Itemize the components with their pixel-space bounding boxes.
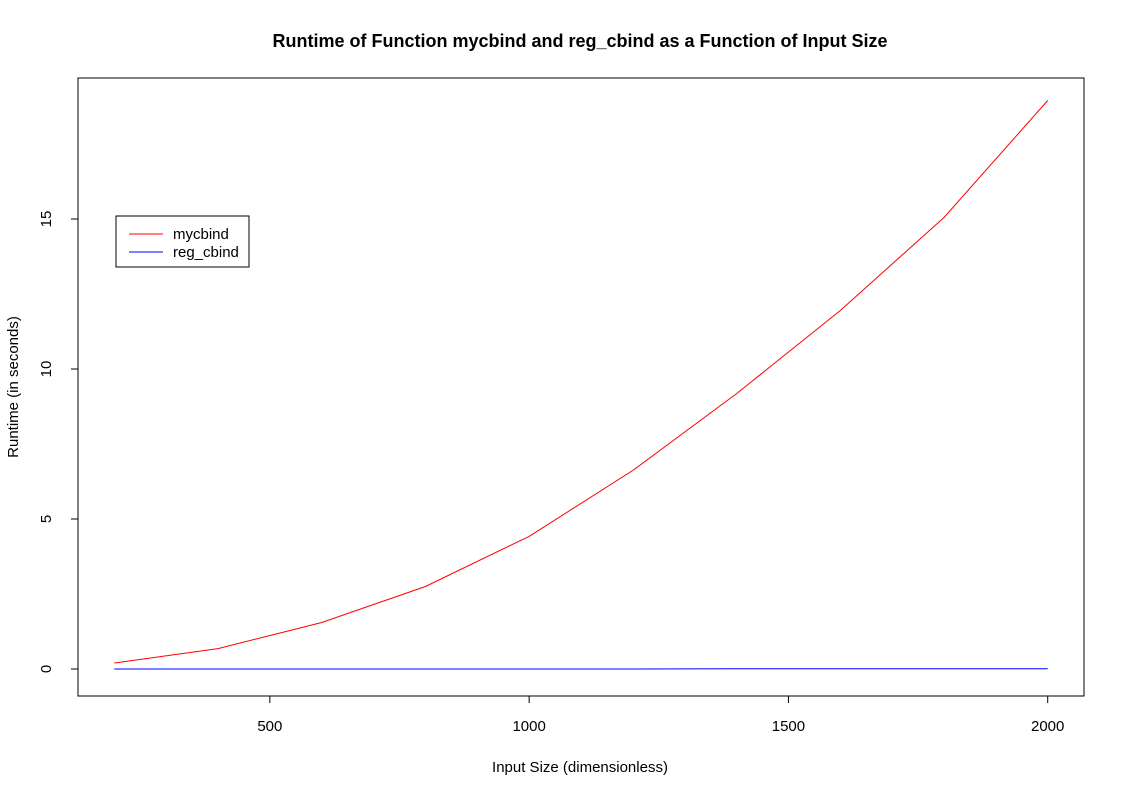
x-tick-label: 1000 (512, 718, 545, 735)
legend-box (115, 215, 250, 268)
series-line-mycbind (114, 100, 1049, 664)
plot-area-frame (77, 77, 1085, 697)
legend-label-reg-cbind: reg_cbind (173, 244, 239, 261)
x-tick-label: 500 (257, 718, 282, 735)
y-axis: 0 5 10 15 (38, 211, 79, 673)
legend-label-mycbind: mycbind (173, 226, 229, 243)
x-axis: 500 1000 1500 2000 (257, 695, 1064, 735)
x-tick-label: 1500 (772, 718, 805, 735)
y-tick-label: 15 (38, 211, 55, 228)
y-tick-label: 5 (38, 515, 55, 523)
y-tick-label: 10 (38, 361, 55, 378)
chart-title: Runtime of Function mycbind and reg_cbin… (272, 31, 887, 51)
series-layer (114, 100, 1049, 670)
y-tick-label: 0 (38, 665, 55, 673)
x-axis-label: Input Size (dimensionless) (492, 759, 668, 776)
legend: mycbind reg_cbind (115, 215, 250, 268)
y-axis-label: Runtime (in seconds) (5, 316, 22, 458)
x-tick-label: 2000 (1031, 718, 1064, 735)
